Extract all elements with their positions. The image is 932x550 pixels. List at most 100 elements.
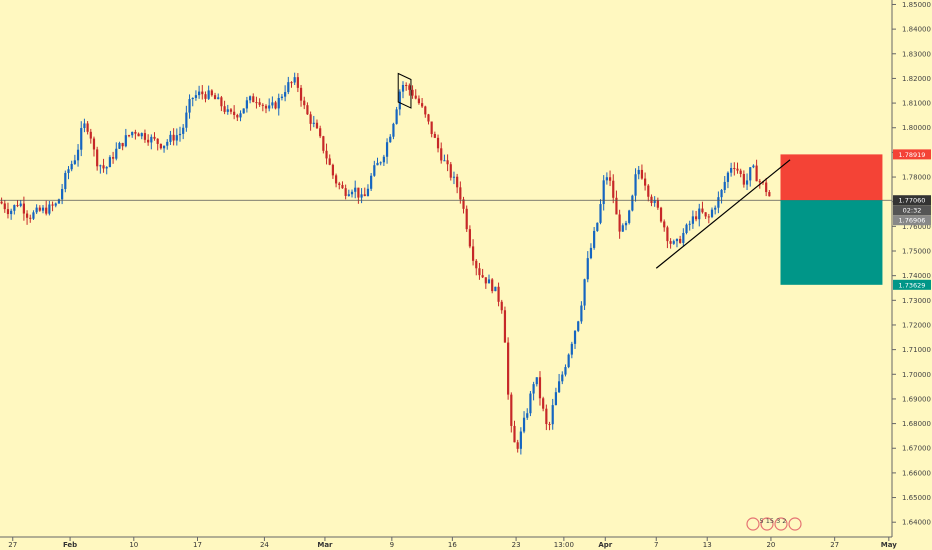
candle-down <box>45 207 48 214</box>
candle-up <box>80 128 83 150</box>
candle-down <box>299 87 303 101</box>
candle-up <box>749 167 752 181</box>
candle-up <box>624 222 628 226</box>
candle-down <box>608 177 612 181</box>
candle-down <box>303 100 306 106</box>
candle-up <box>745 180 749 185</box>
candle-up <box>532 384 535 394</box>
candle-down <box>462 199 465 209</box>
candle-down <box>3 203 6 210</box>
candle-up <box>73 160 76 164</box>
x-tick-label: 24 <box>260 541 269 549</box>
candle-down <box>159 143 162 149</box>
candle-down <box>421 103 424 107</box>
x-tick-label: Apr <box>598 541 612 549</box>
candle-down <box>456 176 459 188</box>
candle-up <box>118 142 121 149</box>
candle-down <box>357 187 360 198</box>
candle-up <box>682 232 685 243</box>
candle-down <box>102 165 105 169</box>
current-price-tag-bg <box>893 215 931 226</box>
candle-up <box>535 377 538 385</box>
candle-down <box>315 122 319 129</box>
candle-up <box>519 431 522 449</box>
candle-up <box>239 113 242 118</box>
candle-up <box>350 191 354 195</box>
candle-down <box>701 208 704 213</box>
x-tick-label: 23 <box>512 541 521 549</box>
candle-down <box>89 131 92 139</box>
x-tick-label: Mar <box>317 541 333 549</box>
candle-down <box>408 85 411 90</box>
candle-up <box>726 172 730 182</box>
candle-down <box>261 104 264 106</box>
candle-down <box>707 216 710 218</box>
candle-down <box>475 260 478 269</box>
candle-down <box>430 121 433 134</box>
candle-down <box>96 149 99 167</box>
candle-down <box>640 169 644 179</box>
candle-down <box>739 170 742 174</box>
y-tick-label: 1.65000 <box>902 494 931 502</box>
candle-up <box>714 207 717 210</box>
candle-down <box>663 221 666 228</box>
x-tick-label: 17 <box>193 541 202 549</box>
candle-up <box>61 189 64 200</box>
watermark: 5 15 3 2 <box>746 517 802 531</box>
candle-down <box>210 90 213 96</box>
candle-down <box>656 200 659 208</box>
y-tick-label: 1.69000 <box>902 395 931 403</box>
x-tick-label: 27 <box>8 541 17 549</box>
candle-down <box>296 77 299 88</box>
candle-down <box>765 182 768 193</box>
candle-up <box>32 212 35 219</box>
time-axis[interactable]: 27 Feb 10 17 24 Mar 9 16 23 13:00 Apr 7 13 20 27 May <box>8 537 897 549</box>
candle-down <box>229 109 233 112</box>
y-tick-label: 1.70000 <box>902 371 931 379</box>
candle-down <box>25 213 29 218</box>
candle-up <box>717 197 720 208</box>
candle-up <box>277 97 280 109</box>
candle-down <box>615 197 618 215</box>
candle-down <box>618 214 621 232</box>
candle-down <box>233 111 236 115</box>
candle-up <box>723 181 726 190</box>
candle-up <box>688 223 691 225</box>
candle-down <box>545 408 548 425</box>
take-profit-tag: 1.73629 <box>899 281 926 289</box>
candle-up <box>401 84 405 92</box>
candle-down <box>548 424 551 426</box>
candle-up <box>99 165 102 167</box>
candle-up <box>185 112 188 128</box>
take-profit-tag-bg <box>893 279 931 290</box>
candle-down <box>440 148 443 161</box>
current-price-tag: 1.76906 <box>899 217 926 225</box>
candles-layer <box>0 72 771 455</box>
candle-up <box>392 123 395 137</box>
candle-down <box>405 84 408 86</box>
candle-up <box>583 279 586 306</box>
countdown-tag-bg <box>893 205 931 216</box>
candle-down <box>147 139 150 143</box>
candle-down <box>172 134 175 141</box>
candle-down <box>478 268 481 276</box>
candle-up <box>268 105 271 109</box>
candle-down <box>516 442 519 449</box>
x-tick-label: 7 <box>654 541 658 549</box>
candle-down <box>513 425 516 443</box>
candle-up <box>217 97 220 100</box>
candle-up <box>370 175 373 189</box>
candle-up <box>287 82 290 93</box>
candle-up <box>76 149 80 161</box>
y-tick-label: 1.71000 <box>902 346 931 354</box>
candle-up <box>194 95 198 98</box>
candle-down <box>341 184 344 189</box>
candle-up <box>522 417 526 432</box>
candle-up <box>226 109 229 112</box>
candle-up <box>242 108 245 114</box>
candle-up <box>526 413 529 418</box>
candle-down <box>669 241 672 244</box>
candle-down <box>86 123 89 132</box>
candle-up <box>248 96 252 101</box>
